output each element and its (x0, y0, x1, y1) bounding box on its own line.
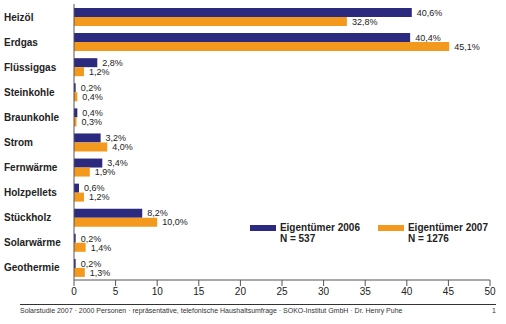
svg-text:0,6%: 0,6% (84, 183, 105, 194)
svg-text:Braunkohle: Braunkohle (8, 112, 59, 123)
svg-text:Fernwärme: Fernwärme (8, 162, 58, 173)
svg-text:45: 45 (443, 286, 455, 297)
html-text:1: 1 (492, 307, 496, 314)
svg-text:Strom: Strom (8, 137, 33, 148)
svg-text:0,2%: 0,2% (80, 258, 102, 269)
svg-text:Geothermie: Geothermie (8, 262, 60, 273)
svg-text:4,0%: 4,0% (112, 142, 133, 152)
svg-text:0: 0 (71, 286, 77, 297)
svg-text:5: 5 (113, 286, 119, 297)
svg-text:0,4%: 0,4% (82, 108, 103, 119)
svg-text:3,4%: 3,4% (107, 158, 128, 169)
svg-text:10,0%: 10,0% (162, 217, 188, 227)
svg-text:32,8%: 32,8% (352, 17, 378, 27)
svg-text:15: 15 (193, 286, 205, 297)
svg-text:40,6%: 40,6% (417, 8, 443, 18)
svg-text:45,1%: 45,1% (454, 42, 480, 52)
svg-text:3,2%: 3,2% (105, 133, 127, 144)
html-text:Eigentümer 2007: Eigentümer 2007 (408, 222, 488, 233)
svg-text:8,2%: 8,2% (147, 208, 168, 219)
html-text:Eigentümer 2006: Eigentümer 2006 (279, 222, 360, 233)
svg-text:1,3%: 1,3% (90, 268, 111, 278)
svg-text:10: 10 (152, 286, 164, 297)
svg-text:40,4%: 40,4% (415, 33, 441, 43)
svg-text:1,2%: 1,2% (89, 67, 110, 77)
svg-text:Stückholz: Stückholz (8, 212, 51, 223)
svg-text:1,2%: 1,2% (89, 192, 110, 202)
svg-text:Holzpellets: Holzpellets (8, 187, 57, 198)
svg-text:1,4%: 1,4% (91, 243, 112, 253)
svg-text:0,4%: 0,4% (82, 92, 103, 102)
svg-text:Erdgas: Erdgas (8, 37, 38, 48)
svg-text:1,9%: 1,9% (95, 167, 116, 177)
html-text:N = 537: N = 537 (279, 233, 316, 244)
svg-text:25: 25 (276, 286, 288, 297)
svg-text:20: 20 (235, 286, 247, 297)
svg-text:Heizöl: Heizöl (8, 12, 34, 23)
svg-text:35: 35 (360, 286, 372, 297)
html-text:N = 1276: N = 1276 (408, 233, 449, 244)
svg-text:Solarwärme: Solarwärme (8, 237, 61, 248)
svg-text:2,8%: 2,8% (102, 57, 123, 68)
svg-text:50: 50 (484, 286, 496, 297)
svg-text:0,2%: 0,2% (80, 233, 102, 244)
svg-text:0,3%: 0,3% (81, 117, 102, 127)
svg-text:0,2%: 0,2% (80, 83, 102, 93)
html-text:Solarstudie 2007 · 2000 Person: Solarstudie 2007 · 2000 Personen · reprä… (20, 307, 403, 314)
svg-text:30: 30 (318, 286, 330, 297)
svg-text:Steinkohle: Steinkohle (8, 87, 55, 98)
svg-text:40: 40 (401, 286, 413, 297)
svg-text:Flüssiggas: Flüssiggas (8, 62, 57, 73)
